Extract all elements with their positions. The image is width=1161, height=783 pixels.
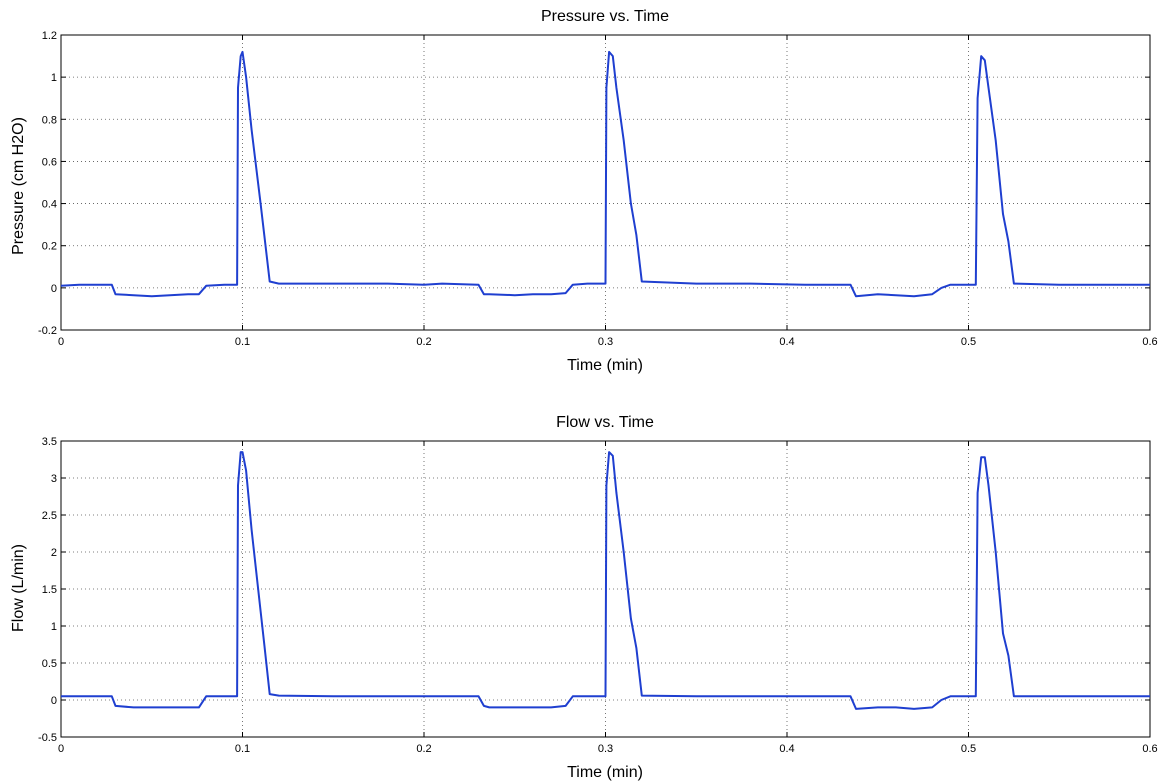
x-tick-label: 0.1 [235,743,250,755]
chart-title: Pressure vs. Time [541,8,669,25]
x-axis-label: Time (min) [567,764,643,781]
axes: 0 0.1 0.2 0.3 0.4 0.5 0.6-0.500.511.522.533.5 [38,436,1158,755]
series-line [61,451,1150,710]
x-tick-label: 0.4 [779,743,794,755]
x-tick-label: 0.5 [961,743,976,755]
x-tick-label: 0.5 [961,336,976,348]
x-tick-label: 0.6 [1142,743,1157,755]
y-axis-label: Pressure (cm H2O) [10,117,27,255]
x-tick-label: 0.3 [598,743,613,755]
y-tick-label: 3 [51,473,57,485]
y-tick-label: 0.8 [42,114,57,126]
y-tick-label: 3.5 [42,436,57,448]
chart-title: Flow vs. Time [556,414,654,431]
y-tick-label: 0.2 [42,241,57,253]
y-tick-label: 1 [51,621,57,633]
x-axis-label: Time (min) [567,357,643,374]
y-tick-label: 0.5 [42,658,57,670]
x-tick-label: 0.6 [1142,336,1157,348]
y-tick-label: 1 [51,72,57,84]
y-tick-label: -0.2 [38,325,57,337]
pressure-chart: Pressure vs. Time 0 0.1 0.2 0.3 0.4 0.5 0.6 -0.… [10,8,1158,374]
y-tick-label: 1.2 [42,30,57,42]
y-tick-label: 0.6 [42,156,57,168]
y-tick-label: 0.4 [42,199,57,211]
y-axis-label: Flow (L/min) [10,544,27,632]
x-tick-label: 0.2 [416,743,431,755]
y-tick-label: 0 [51,283,57,295]
series [61,451,1150,710]
series [60,50,1150,298]
x-tick-label: 0.1 [235,336,250,348]
x-tick-label: 0.3 [598,336,613,348]
y-tick-label: 2.5 [42,510,57,522]
flow-chart: Flow vs. Time 0 0.1 0.2 0.3 0.4 0.5 0.6-0.500.… [10,414,1158,781]
y-tick-label: 0 [51,695,57,707]
x-tick-label: 0.4 [779,336,794,348]
axes: 0 0.1 0.2 0.3 0.4 0.5 0.6-0.200.20.40.60.811.2 [38,30,1158,348]
y-tick-label: -0.5 [38,732,57,744]
series-line [60,50,1150,298]
x-tick-label: 0 [58,743,64,755]
x-tick-label: 0 [58,336,64,348]
y-tick-label: 2 [51,547,57,559]
x-tick-label: 0.2 [416,336,431,348]
y-tick-label: 1.5 [42,584,57,596]
